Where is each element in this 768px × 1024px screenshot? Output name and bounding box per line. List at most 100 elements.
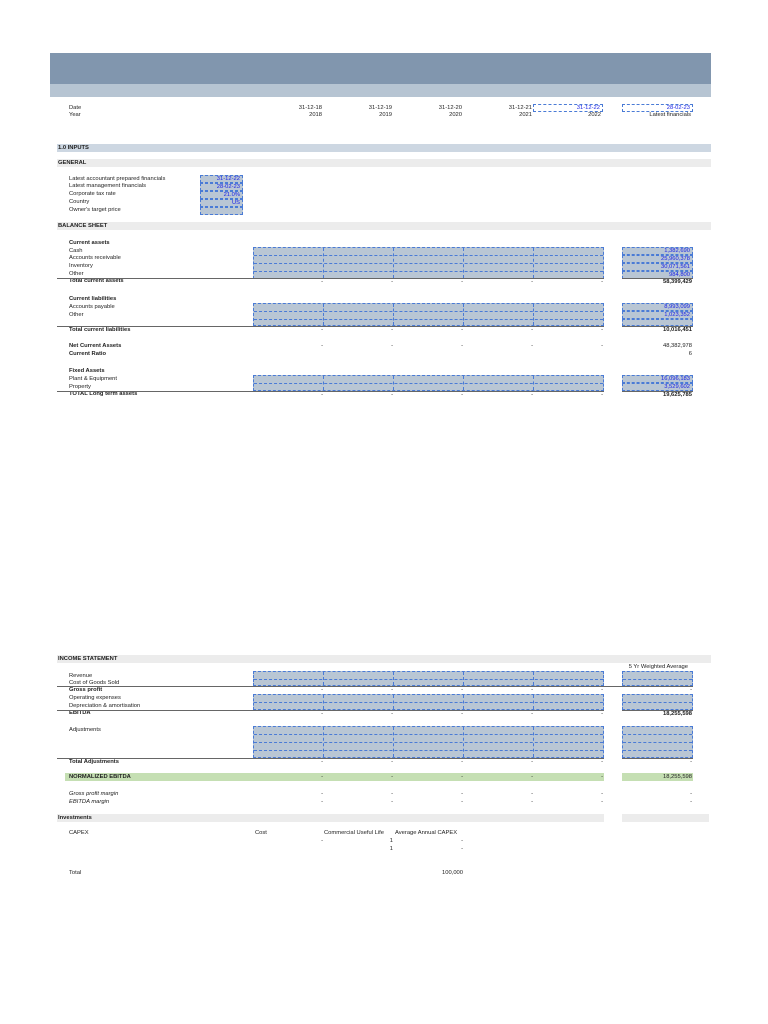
ca-cash-label: Cash — [69, 248, 83, 254]
management-financials-input[interactable]: 28-02-23 — [200, 183, 243, 191]
tcl-2020: - — [461, 327, 463, 333]
investments-total-label: Total — [69, 870, 82, 876]
capex-label: CAPEX — [69, 830, 89, 836]
section-income-statement: INCOME STATEMENT — [57, 655, 711, 663]
ne-2022: - — [601, 774, 603, 780]
ne-2019: - — [391, 774, 393, 780]
fixed-assets-input-grid[interactable] — [253, 375, 604, 391]
ta-2018: - — [321, 759, 323, 765]
em-2022: - — [601, 799, 603, 805]
date-label: Date — [69, 105, 82, 111]
current-liabilities-input-grid[interactable] — [253, 303, 604, 326]
ta-2021: - — [531, 759, 533, 765]
nca-2022: - — [601, 343, 603, 349]
tcl-2018: - — [321, 327, 323, 333]
ebitda-avg: 18,255,598 — [662, 711, 692, 717]
da-label: Depreciation & amortisation — [69, 703, 141, 709]
avg-header: 5 Yr Weighted Average — [628, 664, 688, 670]
avg-capex-header: Average Annual CAPEX — [395, 830, 458, 836]
tax-rate-input[interactable]: 21.0% — [200, 191, 243, 199]
opex-da-input-grid[interactable] — [253, 694, 604, 710]
cl-other-latest-input[interactable]: 1,023,352 — [622, 311, 693, 319]
section-general: GENERAL — [57, 159, 711, 167]
year-latest: Latest financials — [649, 112, 691, 118]
revenue-cogs-input-grid[interactable] — [253, 671, 604, 686]
ebitda-margin-label: EBITDA margin — [69, 799, 110, 805]
adjustments-input-grid[interactable] — [253, 726, 604, 758]
gm-2019: - — [391, 791, 393, 797]
gp-2020: - — [461, 687, 463, 693]
em-2020: - — [461, 799, 463, 805]
total-current-liabilities-label: Total current liabilities — [69, 327, 131, 333]
gm-2018: - — [321, 791, 323, 797]
general-label-target-price: Owner's target price — [69, 207, 121, 213]
general-label-management: Latest management financials — [69, 183, 147, 189]
section-balance-sheet: BALANCE SHEET — [57, 222, 711, 230]
receivable-latest-input[interactable]: 25,960,378 — [622, 255, 693, 263]
tlta-2021: - — [531, 392, 533, 398]
target-price-input[interactable] — [200, 207, 243, 215]
total-adjustments-label: Total Adjustments — [69, 759, 119, 765]
opex-da-avg-grid[interactable] — [622, 694, 693, 710]
country-input[interactable]: US — [200, 199, 243, 207]
gp-2019: - — [391, 687, 393, 693]
tca-latest: 58,399,429 — [662, 279, 692, 285]
gm-2022: - — [601, 791, 603, 797]
current-assets-input-grid[interactable] — [253, 247, 604, 279]
cost-header: Cost — [255, 830, 267, 836]
gp-2018: - — [321, 687, 323, 693]
ne-2020: - — [461, 774, 463, 780]
ebitda-2018: - — [321, 711, 323, 717]
normalized-ebitda-band — [65, 773, 604, 781]
year-2021: 2021 — [519, 112, 532, 118]
tca-2021: - — [531, 279, 533, 285]
tlta-2022: - — [601, 392, 603, 398]
accountant-financials-input[interactable]: 31-12-22 — [200, 175, 243, 183]
plant-latest-input[interactable]: 16,096,183 — [622, 375, 693, 383]
revenue-cogs-avg-grid[interactable] — [622, 671, 693, 686]
normalized-ebitda-avg-band — [622, 773, 693, 781]
year-2020: 2020 — [449, 112, 462, 118]
date-latest-input[interactable]: 28-02-23 — [622, 104, 693, 112]
year-2019: 2019 — [379, 112, 392, 118]
ta-avg: - — [690, 759, 692, 765]
year-2018: 2018 — [309, 112, 322, 118]
general-label-accountant: Latest accountant prepared financials — [69, 176, 166, 182]
ebitda-label: EBITDA — [69, 710, 91, 716]
date-2020: 31-12-20 — [438, 105, 462, 111]
capex-row1-cost: - — [321, 838, 323, 844]
gm-avg: - — [690, 791, 692, 797]
payable-latest-input[interactable]: 8,993,099 — [622, 303, 693, 311]
ca-inventory-label: Inventory — [69, 263, 93, 269]
section-investments: Investments — [57, 814, 604, 822]
gm-2020: - — [461, 791, 463, 797]
current-ratio-latest: 6 — [688, 351, 692, 357]
opex-label: Operating expenses — [69, 695, 121, 701]
section-inputs: 1.0 INPUTS — [57, 144, 711, 152]
sheet-header-band — [50, 53, 711, 84]
ta-2019: - — [391, 759, 393, 765]
cl-payable-label: Accounts payable — [69, 304, 115, 310]
tcl-2022: - — [601, 327, 603, 333]
tca-2020: - — [461, 279, 463, 285]
ca-receivable-label: Accounts receivable — [69, 255, 121, 261]
cash-latest-input[interactable]: 1,382,690 — [622, 247, 693, 255]
inventory-latest-input[interactable]: 30,071,561 — [622, 263, 693, 271]
ebitda-2021: - — [531, 711, 533, 717]
date-2021: 31-12-21 — [508, 105, 532, 111]
tlta-latest: 19,625,785 — [662, 392, 692, 398]
tcl-2021: - — [531, 327, 533, 333]
ca-other-label: Other — [69, 271, 84, 277]
net-current-assets-label: Net Current Assets — [69, 343, 122, 349]
useful-life-header: Commercial Useful Life — [324, 830, 384, 836]
property-latest-input[interactable]: 3,529,602 — [622, 383, 693, 391]
tca-2019: - — [391, 279, 393, 285]
ta-2020: - — [461, 759, 463, 765]
tca-2018: - — [321, 279, 323, 285]
cl-extra-latest-input[interactable] — [622, 319, 693, 326]
adjustments-avg-grid[interactable] — [622, 726, 693, 758]
date-2022-input[interactable]: 31-12-22 — [533, 104, 603, 112]
total-current-assets-label: Total current assets — [69, 278, 124, 284]
gp-2022: - — [601, 687, 603, 693]
section-investments-right — [622, 814, 709, 822]
